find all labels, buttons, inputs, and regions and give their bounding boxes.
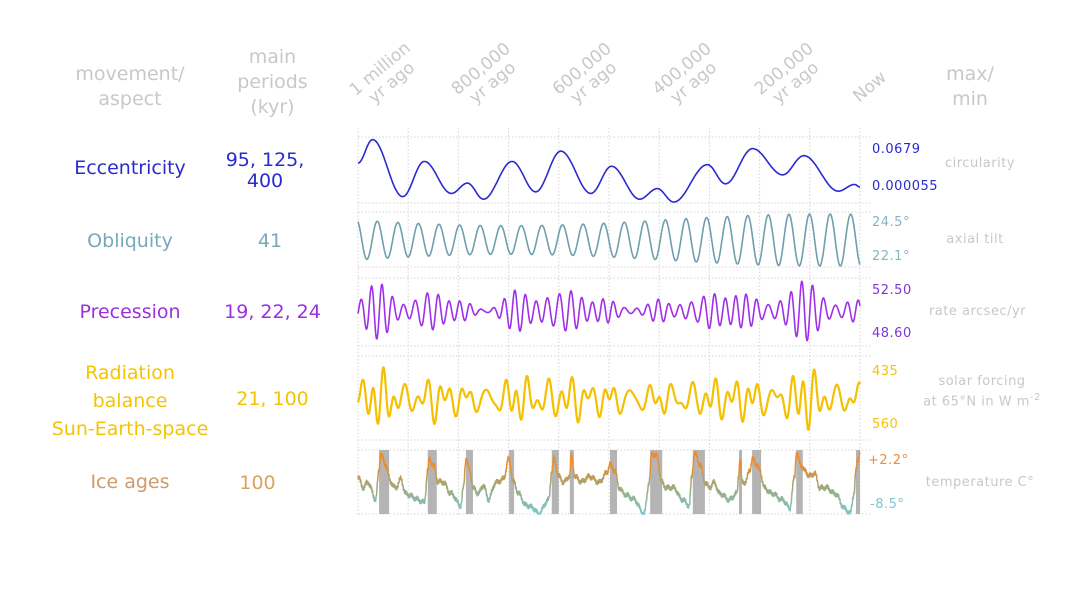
interglacial-band [569,450,574,514]
max-eccentricity: 0.0679 [872,142,921,157]
interglacial-band [752,450,762,514]
header-periods: main periods (kyr) [237,46,308,118]
header-aspect: movement/ aspect [75,63,185,110]
radiation-line [356,366,862,431]
min-eccentricity: 0.000055 [872,179,939,194]
unit-radiation-text: solar forcing at 65°N in W m [923,374,1030,410]
unit-ice-ages: temperature C° [925,475,1035,490]
row-periods-ice-ages: 100 [239,472,276,494]
row-periods-precession: 19, 22, 24 [224,301,321,323]
interglacial-band [796,450,803,514]
interglacial-band [739,450,743,514]
unit-precession: rate arcsec/yr [928,304,1027,319]
row-label-eccentricity: Eccentricity [74,157,186,179]
interglacial-band [379,450,390,514]
row-periods-radiation: 21, 100 [236,388,309,410]
unit-eccentricity: circularity [944,156,1016,171]
interglacial-band [465,450,473,514]
obliquity-line [357,213,861,267]
eccentricity-line [357,138,861,203]
min-radiation: 560 [872,417,899,432]
min-ice-ages: -8.5° [870,497,905,512]
row-label-radiation: Radiation balance Sun-Earth-space [51,362,209,440]
max-ice-ages: +2.2° [868,453,909,468]
ice-ages-temperature-line [357,451,861,515]
unit-obliquity: axial tilt [946,232,1004,247]
max-precession: 52.50 [872,283,912,298]
max-obliquity: 24.5° [872,215,910,230]
max-radiation: 435 [872,364,899,379]
row-label-obliquity: Obliquity [87,230,173,252]
header-maxmin: max/ min [946,63,994,110]
interglacial-band [551,450,559,514]
min-precession: 48.60 [872,326,912,341]
unit-radiation: solar forcing at 65°N in W m-2 [912,374,1052,410]
row-periods-obliquity: 41 [257,230,283,252]
interglacial-band [509,450,515,514]
interglacial-band [650,450,663,514]
row-periods-eccentricity: 95, 125, 400 [225,149,305,192]
row-label-ice-ages: Ice ages [90,471,170,493]
interglacial-band [855,450,860,514]
unit-radiation-sup: -2 [1029,392,1041,403]
row-label-precession: Precession [79,301,181,323]
interglacial-band [427,450,437,514]
precession-line [357,280,861,342]
interglacial-band [610,450,618,514]
min-obliquity: 22.1° [872,249,910,264]
